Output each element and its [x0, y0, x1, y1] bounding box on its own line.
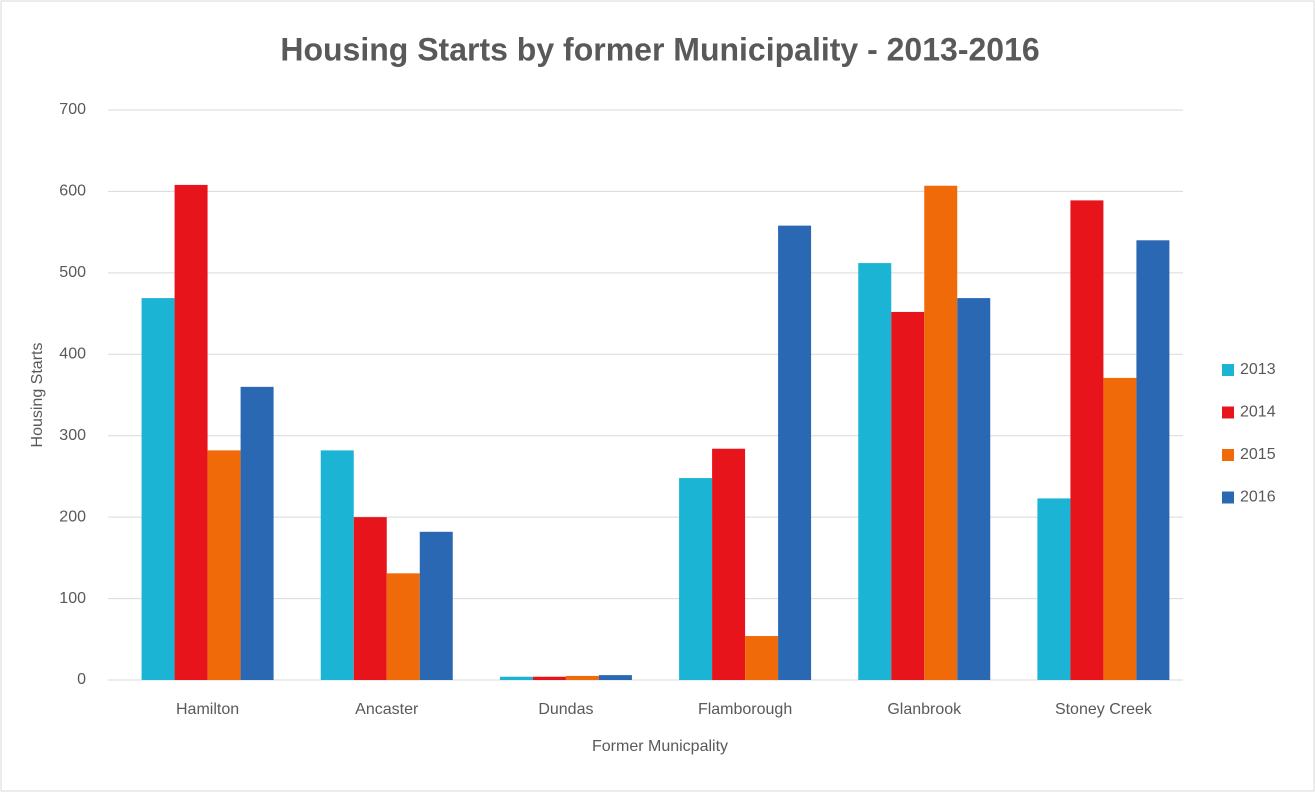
bar	[745, 636, 779, 680]
legend-swatch	[1222, 364, 1234, 376]
x-tick-label: Stoney Creek	[1055, 701, 1153, 718]
legend-label: 2014	[1240, 404, 1276, 421]
bar	[353, 517, 387, 680]
y-tick-label: 300	[59, 427, 86, 444]
bar	[1103, 377, 1137, 680]
legend-swatch	[1222, 406, 1234, 419]
chart-title: Housing Starts by former Municipality - …	[280, 31, 1039, 67]
y-tick-label: 700	[59, 101, 86, 118]
legend-label: 2016	[1240, 489, 1276, 506]
legend-label: 2015	[1240, 446, 1276, 463]
bar	[565, 675, 599, 680]
bar	[598, 675, 632, 680]
x-tick-label: Dundas	[538, 701, 593, 718]
bar	[174, 184, 208, 680]
bar	[957, 298, 991, 680]
bar	[924, 185, 958, 680]
bar	[386, 573, 420, 680]
legend-swatch	[1222, 491, 1234, 504]
bar	[891, 311, 925, 680]
bar	[532, 676, 566, 680]
bar	[1037, 498, 1071, 680]
bar	[240, 386, 274, 680]
bar	[141, 298, 175, 680]
y-tick-label: 200	[59, 508, 86, 525]
x-tick-label: Ancaster	[355, 701, 419, 718]
y-tick-label: 100	[59, 590, 86, 607]
bar	[499, 676, 533, 680]
x-tick-label: Hamilton	[176, 701, 239, 718]
y-tick-label: 0	[77, 671, 86, 688]
bar	[858, 263, 892, 680]
bar	[207, 450, 241, 680]
x-axis-label: Former Municpality	[592, 738, 728, 755]
bar	[320, 450, 354, 680]
x-tick-label: Flamborough	[698, 701, 792, 718]
bar	[1070, 200, 1104, 680]
legend-label: 2013	[1240, 361, 1276, 378]
bar	[778, 225, 812, 680]
bar	[712, 448, 746, 680]
y-tick-label: 500	[59, 264, 86, 281]
bar	[419, 531, 453, 680]
legend-swatch	[1222, 449, 1234, 461]
x-tick-label: Glanbrook	[887, 701, 962, 718]
bar	[679, 478, 713, 680]
y-tick-label: 400	[59, 346, 86, 363]
y-tick-label: 600	[59, 183, 86, 200]
y-axis-label: Housing Starts	[29, 343, 46, 448]
bar	[1136, 240, 1170, 681]
